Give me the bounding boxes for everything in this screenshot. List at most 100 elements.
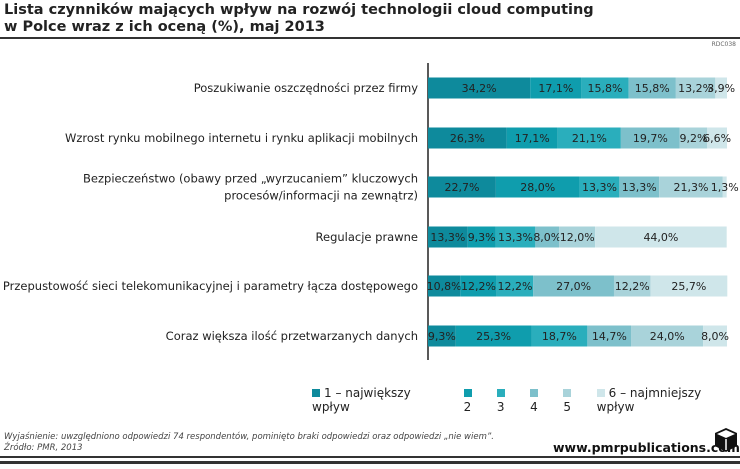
bottom-rule-thick: [0, 461, 740, 464]
data-label: 19,7%: [633, 132, 668, 145]
chart: Poszukiwanie oszczędności przez firmy 34,…: [3, 63, 739, 360]
bar-segment: [650, 275, 728, 297]
data-label: 10,8%: [427, 280, 462, 293]
footnote-explanation: Wyjaśnienie: uwzględniono odpowiedzi 74 …: [4, 432, 494, 442]
legend-label: 1 – największy wpływ: [312, 386, 411, 414]
legend-swatch: [563, 389, 572, 397]
legend-item: 5: [563, 386, 582, 414]
data-label: 44,0%: [643, 231, 678, 244]
bar-segment: [715, 77, 727, 99]
legend-swatch: [596, 389, 605, 397]
data-label: 9,3%: [428, 330, 456, 343]
category-label: Regulacje prawne: [316, 230, 418, 244]
bar-segment: [535, 226, 560, 248]
bar-segment: [455, 325, 532, 347]
bar-segment: [675, 77, 716, 99]
bar-segment: [631, 325, 704, 347]
legend-swatch: [463, 389, 472, 397]
data-label: 8,0%: [701, 330, 729, 343]
bar-segment: [495, 226, 536, 248]
data-label: 27,0%: [556, 280, 591, 293]
data-label: 22,7%: [444, 181, 479, 194]
title-line-2: w Polce wraz z ich oceną (%), maj 2013: [4, 19, 325, 35]
bar-segment: [533, 275, 614, 297]
data-label: 25,7%: [671, 280, 706, 293]
legend-label: 4: [530, 400, 538, 414]
data-label: 34,2%: [462, 82, 497, 95]
data-label: 13,3%: [430, 231, 465, 244]
legend-label: 2: [463, 400, 472, 414]
bar-segment: [428, 226, 468, 248]
legend-swatch: [496, 389, 505, 397]
chart-code: RDC038: [711, 41, 736, 48]
bar-segment: [613, 275, 651, 297]
bar-segment: [428, 325, 456, 347]
bar-segment: [428, 77, 531, 99]
data-label: 21,1%: [572, 132, 607, 145]
data-label: 13,2%: [678, 82, 713, 95]
legend-item: 2: [463, 386, 483, 414]
data-label: 3,9%: [707, 82, 735, 95]
data-label: 13,3%: [582, 181, 617, 194]
legend-swatch: [312, 389, 320, 397]
bar-segment: [659, 176, 723, 198]
data-label: 28,0%: [520, 181, 555, 194]
legend-item: 4: [530, 386, 549, 414]
legend-item: 1 – największy wpływ: [312, 386, 450, 414]
website-link[interactable]: www.pmrpublications.com: [553, 440, 740, 455]
legend: 1 – największy wpływ 2 3 4 5 6 – najmniejszy …: [312, 386, 740, 414]
data-label: 12,0%: [560, 231, 595, 244]
bar-segment: [559, 226, 596, 248]
bar-segment: [587, 325, 632, 347]
data-label: 15,8%: [635, 82, 670, 95]
bar-segment: [530, 77, 582, 99]
category-label: Coraz większa ilość przetwarzanych danyc…: [166, 329, 418, 343]
data-label: 9,2%: [680, 132, 708, 145]
bar-segment: [722, 176, 727, 198]
legend-item: 6 – najmniejszy wpływ: [596, 386, 740, 414]
category-label: Poszukiwanie oszczędności przez firmy: [194, 81, 418, 95]
category-label: Bezpieczeństwo (obawy przed „wyrzucaniem…: [83, 172, 418, 186]
divider: [0, 37, 740, 39]
data-label: 12,2%: [461, 280, 496, 293]
bar-segment: [595, 226, 727, 248]
footnote: Wyjaśnienie: uwzględniono odpowiedzi 74 …: [4, 432, 494, 454]
legend-swatch: [530, 389, 539, 397]
legend-label: 5: [563, 400, 572, 414]
legend-label: 6 – najmniejszy wpływ: [596, 386, 702, 414]
data-label: 24,0%: [650, 330, 685, 343]
bar-segment: [628, 77, 676, 99]
bar-segment: [703, 325, 727, 347]
bar-segment: [467, 226, 496, 248]
data-label: 1,3%: [711, 181, 739, 194]
data-label: 9,3%: [468, 231, 496, 244]
data-label: 17,1%: [538, 82, 573, 95]
category-label: Wzrost rynku mobilnego internetu i rynku…: [65, 131, 418, 145]
chart-title: Lista czynników mających wpływ na rozwój…: [4, 2, 594, 36]
bar-segment: [428, 275, 461, 297]
legend-item: 3: [496, 386, 516, 414]
bar-segment: [679, 127, 708, 149]
bar-segment: [495, 176, 580, 198]
data-label: 13,3%: [498, 231, 533, 244]
bar-segment: [620, 127, 680, 149]
bar-segment: [460, 275, 497, 297]
bar-segment: [581, 77, 629, 99]
category-label: Przepustowość sieci telekomunikacyjnej i…: [3, 279, 418, 293]
pmr-logo-icon: [715, 428, 737, 452]
bar-segment: [428, 176, 496, 198]
footnote-source: Źródło: PMR, 2013: [4, 443, 83, 453]
bar-segment: [557, 127, 621, 149]
bar-segment: [428, 127, 507, 149]
title-line-1: Lista czynników mających wpływ na rozwój…: [4, 2, 594, 18]
data-label: 25,3%: [476, 330, 511, 343]
category-label: procesów/informacji na zewnątrz): [224, 189, 418, 203]
bottom-rule: [0, 456, 740, 458]
data-label: 13,3%: [622, 181, 657, 194]
data-label: 17,1%: [515, 132, 550, 145]
bar-segment: [496, 275, 534, 297]
bar-segment: [531, 325, 588, 347]
bar-segment: [619, 176, 660, 198]
data-label: 21,3%: [673, 181, 708, 194]
data-label: 15,8%: [588, 82, 623, 95]
